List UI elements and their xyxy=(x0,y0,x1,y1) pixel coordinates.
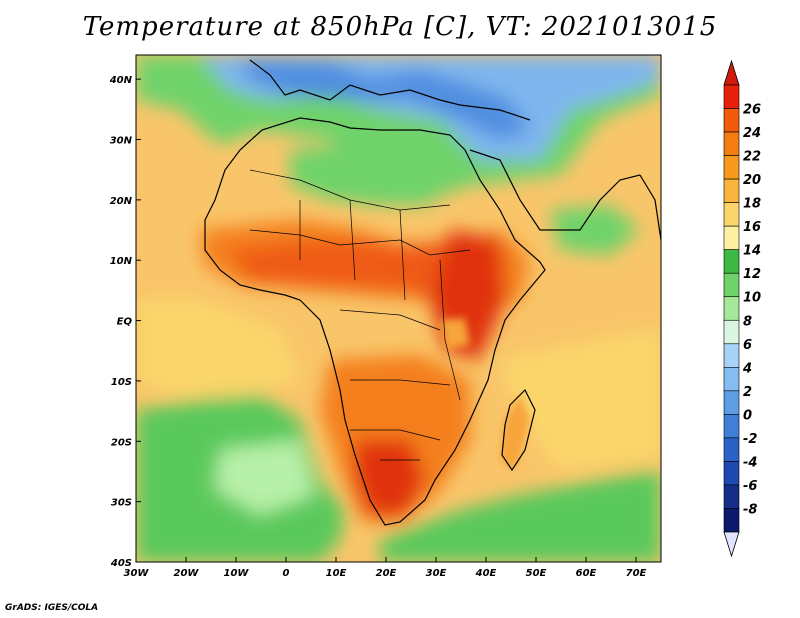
madagascar-coastline xyxy=(501,388,536,472)
x-tick-label: 30W xyxy=(124,568,150,579)
south-africa-hot xyxy=(355,440,425,515)
border-line xyxy=(349,199,356,281)
colorbar-label: 2 xyxy=(743,385,752,400)
country-borders xyxy=(249,169,471,461)
y-tick-label: 30S xyxy=(111,498,132,509)
colorbar-swatch xyxy=(723,155,740,180)
arabia-coastline xyxy=(469,149,641,231)
border-line xyxy=(399,209,406,301)
x-tick-label: 40E xyxy=(475,568,497,579)
colorbar-swatch xyxy=(723,296,740,321)
colorbar-label: -4 xyxy=(743,455,757,470)
border-line xyxy=(339,309,441,331)
x-tick-label: 20W xyxy=(174,568,200,579)
y-tick-label: EQ xyxy=(117,317,133,328)
colorbar-label: 18 xyxy=(743,197,761,212)
x-tick-label: 10W xyxy=(224,568,250,579)
x-tick-label: 0 xyxy=(283,568,290,579)
grads-credit: GrADS: IGES/COLA xyxy=(5,603,99,613)
south-atlantic-pale xyxy=(215,440,315,515)
colorbar-label: -8 xyxy=(743,502,757,517)
y-tick-label: 30N xyxy=(110,136,133,147)
colorbar-top-arrow xyxy=(723,59,740,86)
colorbar-label: 10 xyxy=(743,291,761,306)
x-axis: 30W 20W 10W 0 10E 20E 30E 40E 50E 60E 70E xyxy=(124,557,647,579)
colorbar-label: 8 xyxy=(743,314,752,329)
x-tick-label: 60E xyxy=(576,568,597,579)
y-tick-label: 40N xyxy=(109,75,133,86)
border-line xyxy=(439,259,461,401)
madagascar-warm xyxy=(500,395,530,470)
south-ocean-green xyxy=(380,470,661,562)
y-tick-label: 10N xyxy=(110,256,133,267)
coastlines xyxy=(204,59,661,526)
x-tick-label: 50E xyxy=(526,568,547,579)
x-tick-label: 30E xyxy=(426,568,447,579)
map-title: Temperature at 850hPa [C], VT: 202101301… xyxy=(82,12,718,42)
colorbar-swatch xyxy=(723,178,740,203)
colorbar-swatch xyxy=(723,272,740,298)
colorbar-swatch xyxy=(723,131,740,156)
colorbar-swatch xyxy=(723,249,740,274)
colorbar-swatch xyxy=(723,414,740,439)
arabia-green-zone xyxy=(550,205,640,255)
colorbar-label: 26 xyxy=(743,103,761,118)
colorbar-swatch xyxy=(723,225,740,250)
colorbar-swatch xyxy=(723,437,740,462)
colorbar-label: -2 xyxy=(743,432,757,447)
plot-frame xyxy=(135,54,662,563)
y-tick-label: 20N xyxy=(110,196,133,207)
x-tick-label: 20E xyxy=(376,568,397,579)
colorbar-label: 4 xyxy=(742,361,752,376)
colorbar-swatch xyxy=(723,367,740,392)
colorbar-label: 16 xyxy=(743,220,761,235)
colorbar-swatch xyxy=(723,461,740,486)
colorbar-swatch xyxy=(723,508,740,533)
indian-ocean-yellow xyxy=(500,330,661,470)
colorbar-label: 0 xyxy=(743,408,752,423)
colorbar-bottom-arrow xyxy=(723,531,740,558)
x-tick-label: 10E xyxy=(326,568,347,579)
africa-coastline xyxy=(204,117,546,526)
border-line xyxy=(249,229,471,256)
central-belt-hot xyxy=(230,240,495,300)
y-axis: 40N 30N 20N 10N EQ 10S 20S 30S 40S xyxy=(109,75,141,569)
north-deep-cold-zone xyxy=(240,60,530,140)
india-coastline xyxy=(639,174,661,241)
colorbar-label: 12 xyxy=(743,267,761,282)
border-line xyxy=(350,429,441,441)
colorbar-label: -6 xyxy=(743,479,757,494)
colorbar-swatch xyxy=(723,108,740,133)
colorbar-label: 24 xyxy=(743,126,761,141)
colorbar-swatch xyxy=(723,84,740,109)
colorbar-swatch xyxy=(723,390,740,415)
colorbar-swatch xyxy=(723,202,740,227)
highland-cool-patch xyxy=(440,318,470,350)
colorbar-swatch xyxy=(723,319,740,345)
temperature-field xyxy=(136,55,661,562)
atlantic-yellow xyxy=(136,300,300,395)
colorbar-swatch xyxy=(723,484,740,509)
y-tick-label: 10S xyxy=(111,377,132,388)
sahara-green-zone xyxy=(290,140,450,205)
x-tick-label: 70E xyxy=(626,568,647,579)
colorbar-label: 20 xyxy=(743,173,761,188)
colorbar-label: 14 xyxy=(743,244,761,259)
colorbar-swatch xyxy=(723,343,740,368)
colorbar-label: 6 xyxy=(743,338,752,353)
y-tick-label: 40S xyxy=(110,558,132,569)
colorbar-label: 22 xyxy=(743,150,761,165)
europe-coastline xyxy=(249,59,531,121)
border-line xyxy=(350,379,451,386)
y-tick-label: 20S xyxy=(111,437,132,448)
